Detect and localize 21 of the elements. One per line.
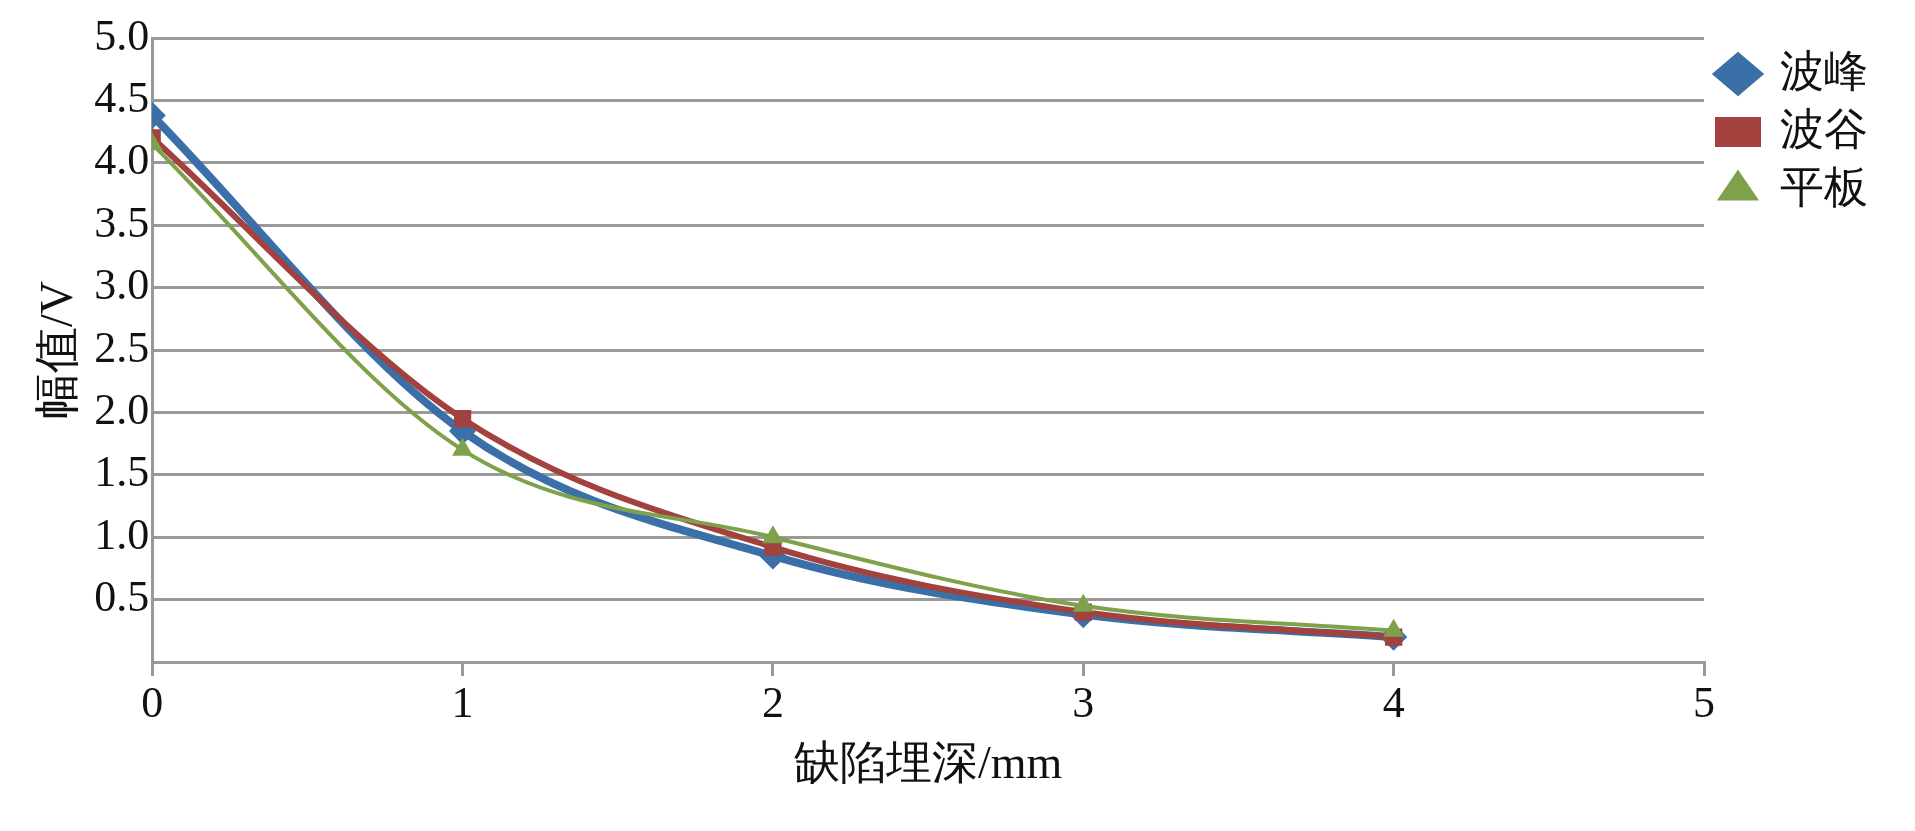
legend-label: 平板 [1780, 162, 1868, 212]
legend-label: 波峰 [1780, 46, 1868, 96]
legend-label: 波谷 [1780, 104, 1868, 154]
y-tick-label: 1.0 [94, 509, 150, 559]
y-axis-title: 幅值/V [30, 281, 82, 419]
y-tick-label: 3.5 [94, 197, 150, 247]
x-tick-label: 0 [141, 677, 164, 727]
x-tick-label: 5 [1693, 677, 1715, 727]
x-tick-label: 3 [1072, 677, 1095, 727]
x-tick-label: 4 [1382, 677, 1405, 727]
y-tick-label: 4.5 [94, 72, 150, 122]
y-tick-label: 2.0 [94, 384, 150, 434]
x-axis-title: 缺陷埋深/mm [793, 737, 1063, 789]
x-tick-label: 1 [451, 677, 474, 727]
y-tick-label: 1.5 [94, 447, 150, 497]
x-tick-label: 2 [761, 677, 784, 727]
y-tick-label: 0.5 [94, 572, 150, 622]
y-tick-label: 4.0 [94, 135, 150, 185]
y-tick-label: 5.0 [94, 10, 150, 60]
y-tick-label: 2.5 [94, 322, 150, 372]
y-tick-label: 3.0 [94, 260, 150, 310]
